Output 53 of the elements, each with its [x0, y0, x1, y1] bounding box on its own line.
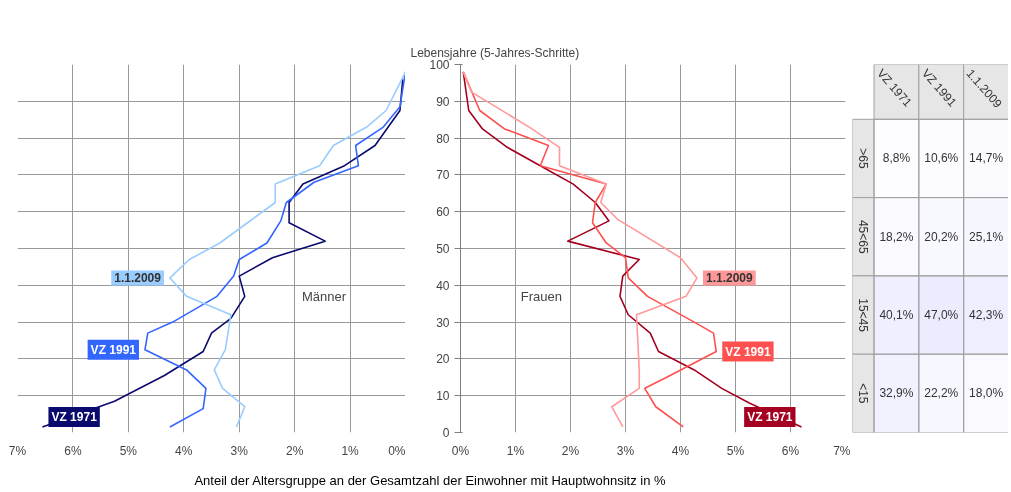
- data-label: 20,2%: [924, 229, 959, 244]
- y-tick-label: 50: [436, 242, 450, 256]
- x-tick-label: 4%: [671, 443, 690, 458]
- x-tick-label: 3%: [230, 443, 249, 458]
- x-tick-label: 4%: [175, 443, 193, 458]
- x-tick-label: 1%: [506, 443, 525, 458]
- y-tick-label: 30: [436, 315, 450, 330]
- x-axis-title: Anteil der Altersgruppe an der Gesamtzahl der Einwohner mit Hauptwohnsitz in %: [194, 472, 666, 490]
- y-tick-label: 90: [436, 94, 450, 109]
- series-label: VZ 1971: [51, 409, 98, 424]
- y-tick-label: >65: [856, 148, 871, 169]
- x-tick-label: 6%: [64, 443, 82, 458]
- y-tick-label: 70: [436, 168, 450, 183]
- y-tick-label: <15: [856, 383, 871, 404]
- data-label: 10,6%: [924, 151, 959, 166]
- data-label: 14,7%: [969, 151, 1004, 166]
- data-label: 25,1%: [969, 229, 1004, 244]
- annotation: Frauen: [520, 288, 562, 304]
- x-tick-label: 5%: [726, 443, 745, 458]
- y-tick-label: 100: [429, 58, 450, 72]
- y-tick-label: 40: [436, 278, 450, 293]
- y-tick-label: 45<65: [856, 219, 871, 254]
- data-label: 8,8%: [882, 151, 911, 166]
- y-tick-label: 10: [436, 389, 450, 404]
- series-label: 1.1.2009: [114, 271, 162, 286]
- data-label: 18,0%: [969, 386, 1004, 401]
- x-tick-label: 2%: [561, 443, 580, 458]
- data-label: 47,0%: [924, 308, 959, 323]
- x-tick-label: 7%: [8, 443, 27, 458]
- x-tick-label: 1%: [341, 443, 360, 458]
- y-tick-label: 20: [436, 352, 450, 367]
- y-axis-title: Lebensjahre (5-Jahres-Schritte): [410, 45, 580, 60]
- x-tick-label: 0%: [388, 443, 406, 458]
- series-label: VZ 1991: [90, 342, 137, 357]
- x-tick-label: 0%: [451, 443, 470, 458]
- x-tick-label: 6%: [781, 443, 800, 458]
- data-label: 18,2%: [879, 229, 914, 244]
- y-tick-label: 15<45: [856, 298, 871, 333]
- data-label: 32,9%: [879, 386, 914, 401]
- series-label: VZ 1971: [747, 409, 793, 424]
- x-tick-label: 2%: [285, 443, 304, 458]
- y-tick-label: 0: [442, 426, 450, 440]
- data-label: 42,3%: [969, 308, 1004, 323]
- x-tick-label: 5%: [119, 443, 138, 458]
- annotation: Männer: [301, 288, 347, 304]
- data-label: 22,2%: [924, 386, 959, 401]
- y-tick-label: 80: [436, 131, 450, 146]
- series-label: VZ 1991: [725, 344, 771, 359]
- series-label: 1.1.2009: [706, 271, 754, 286]
- data-label: 40,1%: [879, 308, 914, 323]
- y-tick-label: 60: [436, 205, 450, 220]
- x-tick-label: 7%: [833, 443, 851, 458]
- x-tick-label: 3%: [616, 443, 635, 458]
